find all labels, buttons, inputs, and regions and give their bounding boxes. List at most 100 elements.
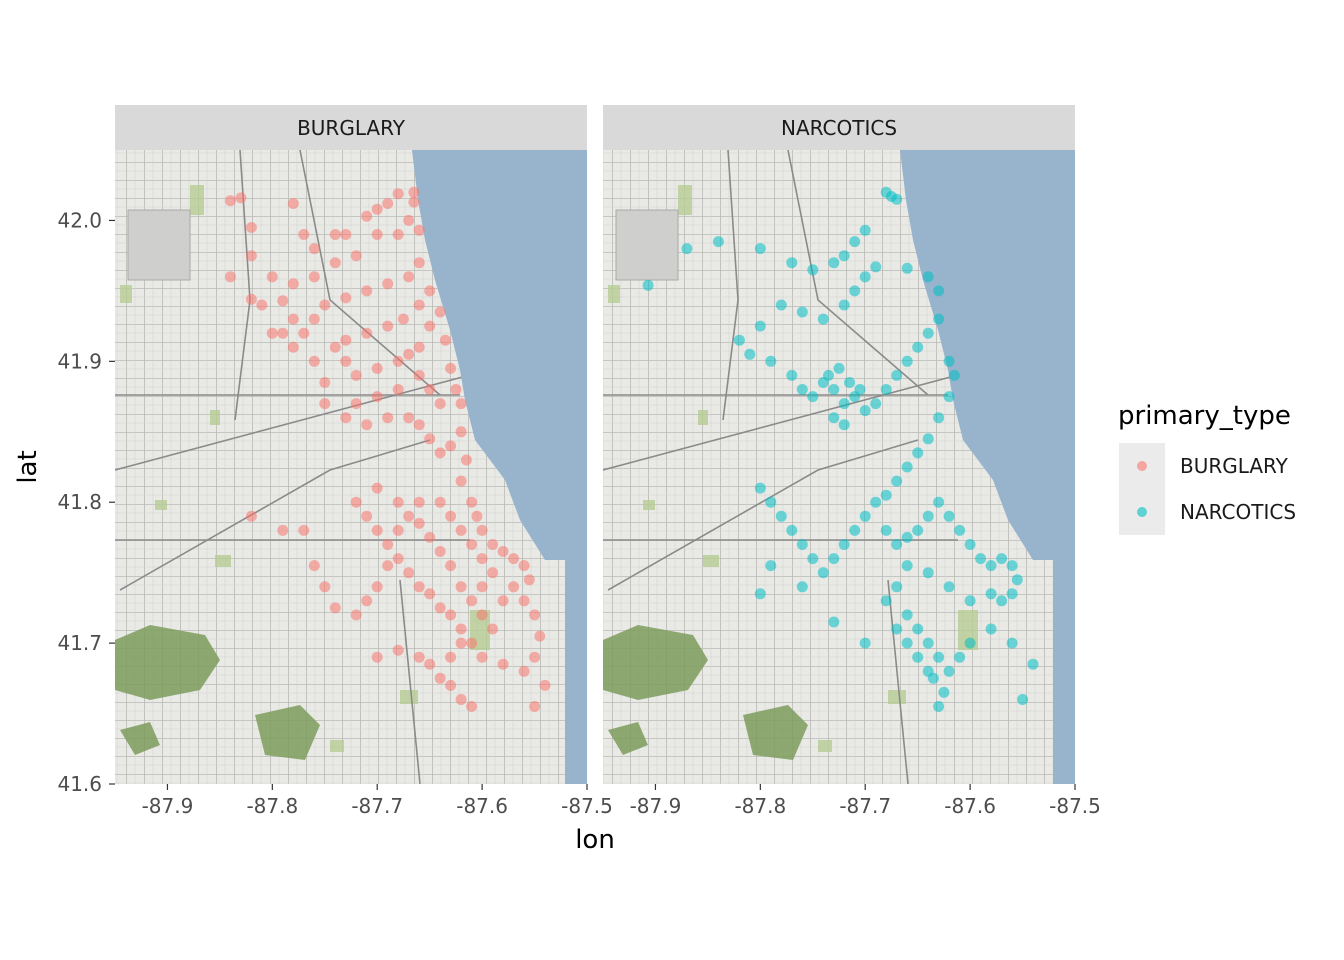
lake-michigan (900, 150, 1075, 784)
narcotics-point (775, 299, 787, 311)
burglary-point (476, 581, 488, 593)
burglary-point (413, 224, 425, 236)
airport (615, 209, 679, 281)
narcotics-point (849, 236, 861, 248)
burglary-point (371, 524, 383, 536)
burglary-point (224, 195, 236, 207)
facet-strip-burglary: BURGLARY (115, 105, 587, 150)
green-spaces (608, 185, 978, 752)
burglary-point (434, 496, 446, 508)
narcotics-point (775, 510, 787, 522)
narcotics-point (1006, 560, 1018, 572)
narcotics-point (838, 398, 850, 410)
green-spaces (120, 185, 490, 752)
park-areas (115, 625, 320, 760)
narcotics-point (754, 482, 766, 494)
narcotics-point (817, 313, 829, 325)
burglary-point (523, 574, 535, 586)
narcotics-point (933, 651, 945, 663)
narcotics-point (891, 581, 903, 593)
narcotics-point (985, 588, 997, 600)
burglary-point (460, 454, 472, 466)
x-tick-label: -87.5 (1049, 794, 1101, 818)
x-tick-label: -87.6 (944, 794, 996, 818)
burglary-point (445, 679, 457, 691)
narcotics-point (912, 447, 924, 459)
narcotics-point (796, 539, 808, 550)
x-tick-label: -87.8 (734, 794, 786, 818)
burglary-point (266, 271, 278, 283)
burglary-point (455, 475, 467, 487)
burglary-point (350, 496, 362, 508)
narcotics-point (712, 236, 724, 248)
burglary-point (471, 510, 483, 522)
narcotics-point (823, 369, 834, 381)
map-panel-burglary (115, 150, 587, 784)
burglary-point (455, 623, 467, 635)
legend-key-narcotics (1137, 507, 1147, 517)
burglary-point (371, 203, 383, 215)
narcotics-point (948, 369, 960, 381)
burglary-point (413, 496, 425, 508)
narcotics-point (854, 384, 866, 395)
burglary-point (403, 412, 415, 424)
burglary-point (434, 672, 446, 684)
narcotics-point (1006, 637, 1018, 649)
narcotics-point (754, 243, 766, 255)
narcotics-point (880, 489, 892, 501)
facet-label-burglary: BURGLARY (297, 116, 406, 140)
x-tick-label: -87.9 (630, 794, 682, 818)
narcotics-point (912, 651, 924, 663)
narcotics-point (943, 581, 955, 593)
narcotics-point (1027, 658, 1039, 670)
narcotics-point (943, 391, 955, 403)
burglary-point (424, 531, 436, 543)
narcotics-point (943, 510, 955, 522)
burglary-point (298, 327, 310, 339)
burglary-point (392, 496, 404, 508)
burglary-point (450, 384, 462, 395)
narcotics-point (996, 553, 1008, 565)
burglary-point (518, 595, 530, 607)
burglary-point (371, 581, 383, 593)
burglary-point (392, 355, 404, 367)
narcotics-point (922, 327, 934, 339)
burglary-point (371, 651, 383, 663)
narcotics-point (754, 320, 766, 332)
burglary-point (329, 602, 341, 614)
burglary-point (392, 524, 404, 536)
burglary-point (413, 341, 425, 353)
burglary-point (361, 510, 373, 522)
burglary-point (434, 398, 446, 410)
narcotics-point (807, 264, 819, 276)
narcotics-point (859, 510, 871, 522)
narcotics-point (922, 665, 934, 677)
burglary-point (413, 299, 425, 311)
burglary-point (413, 257, 425, 269)
burglary-point (476, 609, 488, 621)
burglary-point (424, 658, 436, 670)
burglary-point (487, 567, 499, 579)
burglary-point (466, 496, 478, 508)
narcotics-point (922, 567, 934, 579)
burglary-point (382, 320, 394, 332)
narcotics-point (786, 524, 798, 536)
x-axis-narcotics: -87.9 -87.8 -87.7 -87.6 -87.5 (630, 784, 1101, 818)
burglary-point (403, 567, 415, 579)
y-axis: 41.6 41.7 41.8 41.9 42.0 (57, 208, 115, 796)
burglary-point (476, 524, 488, 536)
burglary-point (497, 658, 509, 670)
burglary-point (371, 229, 383, 240)
burglary-point (308, 313, 320, 325)
narcotics-point (901, 355, 913, 367)
y-tick-label: 41.8 (57, 490, 102, 514)
burglary-point (245, 510, 257, 522)
x-tick-label: -87.9 (142, 794, 194, 818)
burglary-point (287, 278, 299, 290)
narcotics-point (985, 623, 997, 635)
burglary-point (497, 595, 509, 607)
narcotics-points (642, 186, 1039, 712)
narcotics-point (870, 496, 882, 508)
narcotics-point (880, 524, 892, 536)
burglary-point (434, 546, 446, 557)
